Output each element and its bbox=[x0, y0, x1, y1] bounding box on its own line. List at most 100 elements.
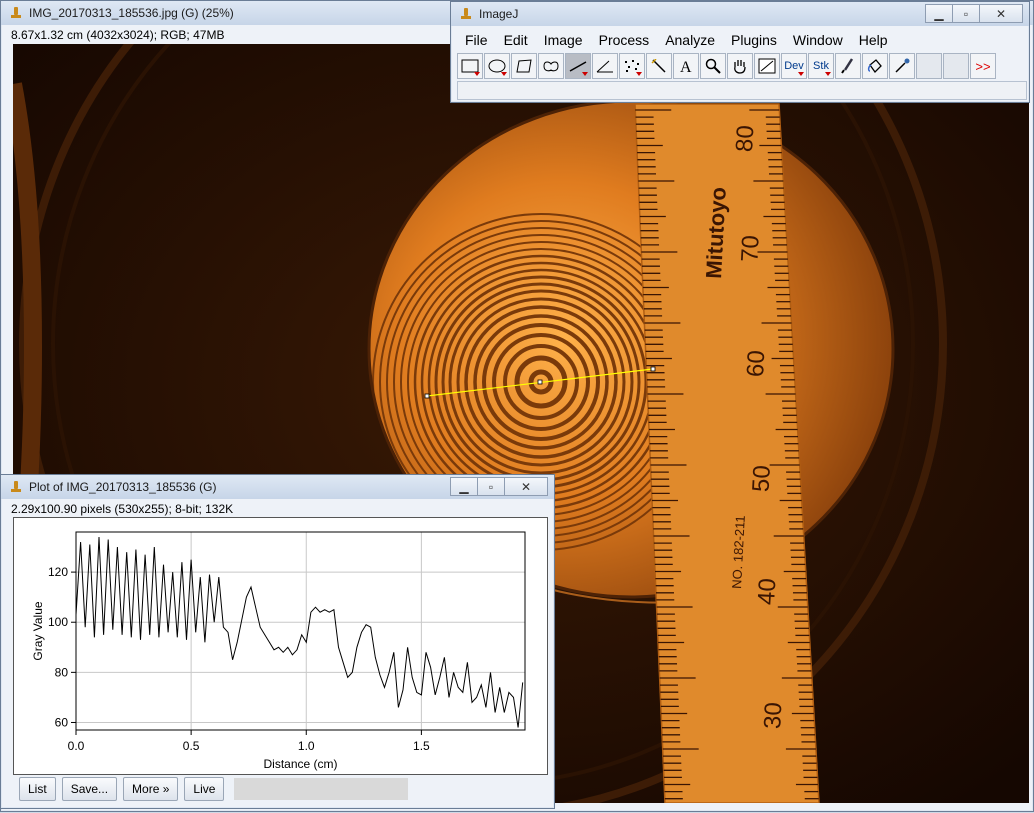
more-tools-label: >> bbox=[975, 58, 991, 74]
x-tick-label: 0.5 bbox=[183, 739, 200, 753]
hand-tool[interactable] bbox=[727, 53, 753, 79]
save-button[interactable]: Save... bbox=[61, 777, 118, 801]
status-bar bbox=[457, 81, 1027, 100]
plot-frame bbox=[75, 531, 526, 731]
live-button[interactable]: Live bbox=[184, 777, 225, 801]
imagej-microscope-icon bbox=[459, 7, 473, 21]
maximize-button[interactable]: ▫ bbox=[952, 4, 980, 23]
oval-tool[interactable] bbox=[484, 53, 510, 79]
plot-status-field bbox=[234, 778, 409, 800]
magnifier-icon bbox=[705, 58, 721, 74]
plot-maximize-button[interactable]: ▫ bbox=[477, 477, 505, 496]
dropper-icon bbox=[895, 58, 910, 73]
selection-handle-mid[interactable] bbox=[537, 379, 543, 385]
developer-menu-tool[interactable]: Dev bbox=[781, 53, 807, 79]
y-tick-label: 80 bbox=[55, 665, 69, 679]
y-tick-label: 100 bbox=[48, 615, 68, 629]
rectangle-tool[interactable] bbox=[457, 53, 483, 79]
plot-close-button[interactable]: ✕ bbox=[504, 477, 548, 496]
svg-text:A: A bbox=[680, 59, 692, 74]
bucket-icon bbox=[867, 59, 882, 74]
toolbar: A Dev Stk >> bbox=[457, 53, 997, 79]
selection-handle-end[interactable] bbox=[650, 366, 656, 372]
point-tool[interactable] bbox=[619, 53, 645, 79]
plot-info: 2.29x100.90 pixels (530x255); 8-bit; 132… bbox=[11, 502, 234, 516]
plot-button-row: List Save... More » Live bbox=[19, 777, 409, 801]
y-tick-label: 60 bbox=[55, 715, 69, 729]
menu-edit[interactable]: Edit bbox=[503, 32, 528, 48]
profile-line bbox=[75, 536, 524, 728]
brush-tool[interactable] bbox=[835, 53, 861, 79]
plot-titlebar[interactable]: Plot of IMG_20170313_185536 (G) ▁ ▫ ✕ bbox=[1, 475, 554, 499]
ruler-part: NO. 182-211 bbox=[729, 515, 748, 589]
freehand-tool[interactable] bbox=[538, 53, 564, 79]
freehand-icon bbox=[543, 61, 559, 72]
brush-icon bbox=[841, 58, 854, 74]
wand-icon bbox=[651, 59, 666, 73]
line-tool[interactable] bbox=[565, 53, 591, 79]
plot-minimize-button[interactable]: ▁ bbox=[450, 477, 478, 496]
close-button[interactable]: ✕ bbox=[979, 4, 1023, 23]
menu-plugins[interactable]: Plugins bbox=[731, 32, 777, 48]
ruler-brand: Mitutoyo bbox=[701, 186, 731, 279]
imagej-microscope-icon bbox=[9, 6, 23, 20]
color-picker-tool[interactable] bbox=[754, 53, 780, 79]
polygon-icon bbox=[516, 59, 532, 73]
minimize-button[interactable]: ▁ bbox=[925, 4, 953, 23]
stacks-menu-tool[interactable]: Stk bbox=[808, 53, 834, 79]
ruler-number: 40 bbox=[753, 578, 781, 606]
more-tools-button[interactable]: >> bbox=[970, 53, 996, 79]
oval-icon bbox=[488, 59, 506, 73]
more-button[interactable]: More » bbox=[123, 777, 179, 801]
text-tool[interactable]: A bbox=[673, 53, 699, 79]
menu-analyze[interactable]: Analyze bbox=[665, 32, 715, 48]
wand-tool[interactable] bbox=[646, 53, 672, 79]
x-tick-label: 1.0 bbox=[298, 739, 315, 753]
imagej-microscope-icon bbox=[9, 480, 23, 494]
multipoint-icon bbox=[625, 60, 639, 72]
dropper-box-icon bbox=[758, 58, 776, 74]
pencil-tool[interactable] bbox=[889, 53, 915, 79]
ruler-number: 60 bbox=[742, 350, 770, 378]
menu-image[interactable]: Image bbox=[543, 32, 583, 48]
angle-icon bbox=[596, 60, 613, 73]
rectangle-icon bbox=[461, 59, 479, 73]
zoom-tool[interactable] bbox=[700, 53, 726, 79]
menu-file[interactable]: File bbox=[465, 32, 488, 48]
menu-window[interactable]: Window bbox=[792, 32, 843, 48]
imagej-window[interactable]: ImageJ ▁ ▫ ✕ File Edit Image Process Ana… bbox=[450, 1, 1030, 103]
ruler-number: 70 bbox=[736, 235, 764, 263]
dev-label: Dev bbox=[784, 60, 804, 72]
angle-tool[interactable] bbox=[592, 53, 618, 79]
x-tick-label: 0.0 bbox=[68, 739, 85, 753]
menu-process[interactable]: Process bbox=[598, 32, 650, 48]
image-info: 8.67x1.32 cm (4032x3024); RGB; 47MB bbox=[11, 28, 225, 42]
hand-icon bbox=[734, 60, 746, 74]
image-window-title: IMG_20170313_185536.jpg (G) (25%) bbox=[29, 6, 234, 20]
empty-tool-slot-2[interactable] bbox=[943, 53, 969, 79]
ruler bbox=[634, 103, 820, 803]
plot-window-title: Plot of IMG_20170313_185536 (G) bbox=[29, 480, 217, 494]
selection-handle-start[interactable] bbox=[424, 393, 430, 399]
y-tick-label: 120 bbox=[48, 565, 68, 579]
ruler-number: 50 bbox=[748, 465, 776, 493]
polygon-tool[interactable] bbox=[511, 53, 537, 79]
x-axis-label: Distance (cm) bbox=[263, 757, 337, 771]
imagej-title: ImageJ bbox=[479, 7, 519, 21]
stk-label: Stk bbox=[813, 60, 829, 72]
text-a-icon: A bbox=[680, 59, 692, 74]
menu-bar: File Edit Image Process Analyze Plugins … bbox=[457, 30, 896, 50]
menu-help[interactable]: Help bbox=[858, 32, 888, 48]
x-tick-label: 1.5 bbox=[413, 739, 430, 753]
flood-fill-tool[interactable] bbox=[862, 53, 888, 79]
y-axis-label: Gray Value bbox=[31, 601, 45, 660]
straight-line-icon bbox=[569, 61, 587, 72]
list-button[interactable]: List bbox=[19, 777, 56, 801]
imagej-titlebar[interactable]: ImageJ ▁ ▫ ✕ bbox=[451, 2, 1029, 26]
ruler-number: 30 bbox=[759, 702, 787, 730]
ruler-number: 80 bbox=[731, 125, 759, 153]
plot-canvas[interactable]: 0.0 0.5 1.0 1.5 60 80 100 120 Distance (cm) Gra… bbox=[13, 517, 548, 775]
empty-tool-slot-1[interactable] bbox=[916, 53, 942, 79]
profile-plot: 0.0 0.5 1.0 1.5 60 80 100 120 Distance (cm) Gra… bbox=[31, 531, 526, 771]
plot-window[interactable]: Plot of IMG_20170313_185536 (G) ▁ ▫ ✕ 2.… bbox=[0, 474, 555, 809]
